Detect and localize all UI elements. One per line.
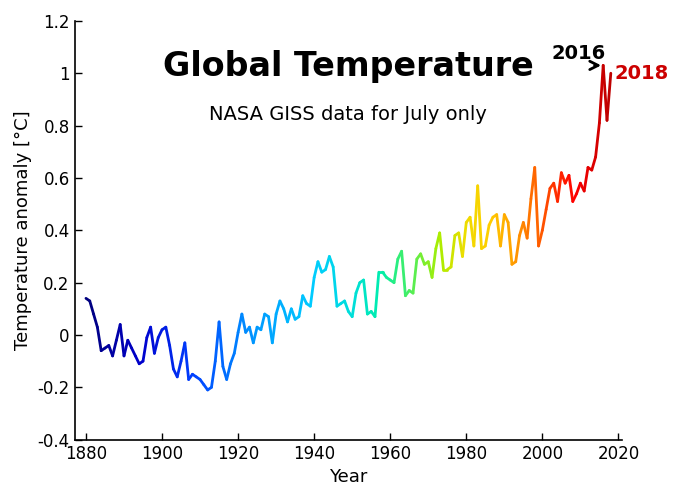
Text: NASA GISS data for July only: NASA GISS data for July only [210, 104, 488, 124]
Text: 2018: 2018 [615, 64, 669, 82]
X-axis label: Year: Year [329, 468, 367, 486]
Text: Global Temperature: Global Temperature [163, 50, 533, 83]
Text: 2016: 2016 [551, 44, 606, 63]
Y-axis label: Temperature anomaly [°C]: Temperature anomaly [°C] [14, 110, 32, 350]
